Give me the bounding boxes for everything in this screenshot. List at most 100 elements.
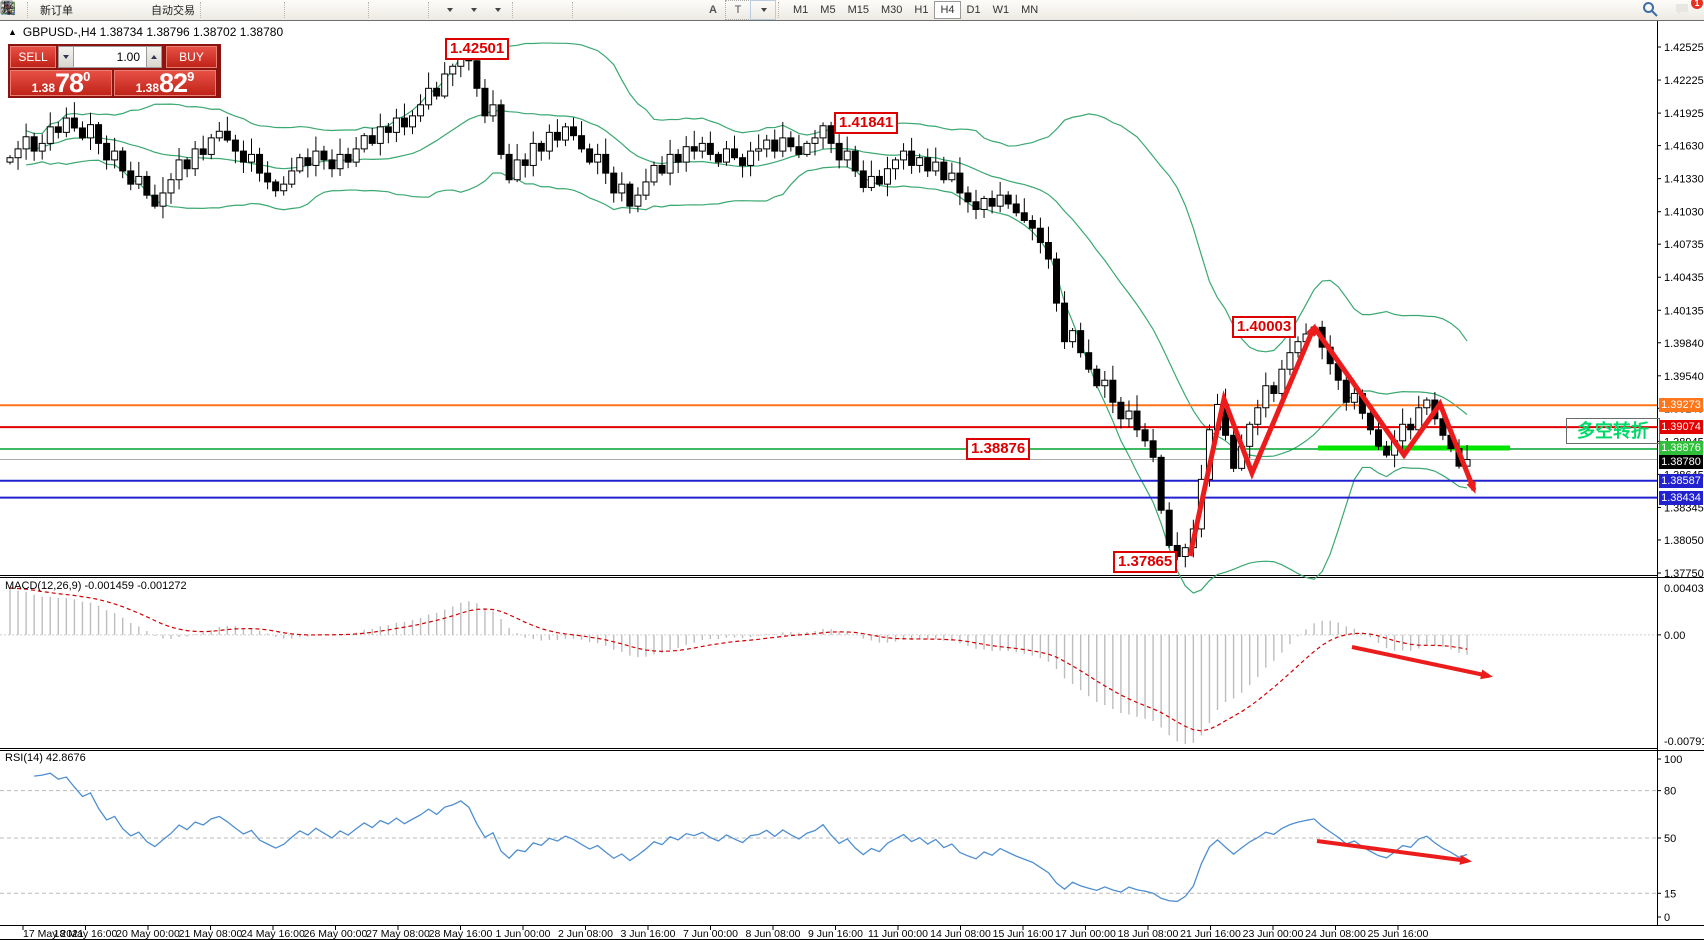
svg-text:18 Jun 08:00: 18 Jun 08:00 — [1118, 928, 1179, 940]
timeframe-m1[interactable]: M1 — [793, 4, 809, 16]
timeframe-m15[interactable]: M15 — [847, 4, 869, 16]
fibonacci-button[interactable]: F — [2, 1, 701, 19]
svg-text:15: 15 — [1664, 888, 1676, 900]
svg-text:8 Jun 08:00: 8 Jun 08:00 — [746, 928, 801, 940]
timeframe-mn[interactable]: MN — [1021, 4, 1039, 16]
volume-decrease-button[interactable] — [58, 46, 74, 68]
timeframe-m5[interactable]: M5 — [820, 4, 836, 16]
notifications-button[interactable]: 1 — [1674, 0, 1703, 19]
timeframe-h4[interactable]: H4 — [934, 1, 961, 19]
signals-button[interactable] — [1, 1, 147, 19]
crosshair-button[interactable] — [1, 1, 569, 19]
buy-price-button[interactable]: 1.38 82 9 — [114, 67, 216, 98]
symbol-ohlc-line: ▲ GBPUSD-,H4 1.38734 1.38796 1.38702 1.3… — [8, 25, 283, 39]
line-chart-button[interactable] — [1, 1, 281, 19]
price-annotation-box[interactable]: 1.37865 — [1113, 551, 1178, 573]
autotrading-label: 自动交易 — [151, 5, 195, 17]
arrows-icon — [3, 3, 13, 13]
svg-text:1.40735: 1.40735 — [1664, 239, 1704, 251]
search-button[interactable] — [1642, 1, 1666, 19]
trend-arrow[interactable] — [1311, 325, 1477, 494]
cursor-button[interactable] — [4, 1, 545, 19]
horizontal-line-button[interactable] — [2, 1, 629, 19]
buy-price-sup: 9 — [187, 68, 195, 84]
svg-text:0.004032: 0.004032 — [1664, 583, 1704, 595]
data-window-button[interactable] — [2, 1, 401, 19]
arrows-button[interactable] — [3, 0, 776, 20]
price-tag-1.38780: 1.38780 — [1659, 455, 1703, 469]
price-tag-1.38876: 1.38876 — [1659, 441, 1703, 455]
zoom-in-button[interactable] — [1, 1, 317, 19]
text-icon: A — [709, 4, 717, 16]
svg-text:15 Jun 16:00: 15 Jun 16:00 — [993, 928, 1054, 940]
candles-chart-button[interactable] — [2, 1, 257, 19]
svg-text:1.41630: 1.41630 — [1664, 141, 1704, 153]
svg-text:20 May 00:00: 20 May 00:00 — [116, 928, 180, 940]
horizontal-level-lines[interactable] — [0, 404, 1657, 499]
timeframe-w1[interactable]: W1 — [992, 4, 1010, 16]
buy-price-big: 82 — [159, 67, 188, 98]
tile-windows-button[interactable] — [1, 1, 365, 19]
timeframe-m30[interactable]: M30 — [880, 4, 903, 16]
metaeditor-button[interactable] — [2, 1, 99, 19]
price-annotation-box[interactable]: 1.41841 — [834, 112, 899, 134]
collapse-marker[interactable]: ▲ — [8, 27, 17, 37]
bars-chart-button[interactable] — [2, 1, 233, 19]
svg-text:1.39540: 1.39540 — [1664, 371, 1704, 383]
svg-text:0.00: 0.00 — [1664, 630, 1685, 642]
trend-arrow[interactable] — [1316, 839, 1472, 865]
trend-arrow[interactable] — [1351, 645, 1493, 680]
price-annotation-box[interactable]: 1.40003 — [1232, 316, 1297, 338]
note-annotation[interactable]: 多空转折 — [1566, 418, 1660, 444]
text-label-button[interactable]: T — [725, 0, 751, 20]
trend-arrow[interactable] — [1187, 323, 1317, 557]
svg-text:1.37750: 1.37750 — [1664, 568, 1704, 580]
add-indicator-button[interactable] — [1, 1, 461, 19]
svg-text:21 Jun 16:00: 21 Jun 16:00 — [1180, 928, 1241, 940]
channel-button[interactable]: E — [1, 1, 677, 19]
svg-text:1.40135: 1.40135 — [1664, 305, 1704, 317]
price-tag-1.38434: 1.38434 — [1659, 491, 1703, 505]
svg-text:24 May 16:00: 24 May 16:00 — [241, 928, 305, 940]
svg-text:28 May 16:00: 28 May 16:00 — [429, 928, 493, 940]
svg-text:80: 80 — [1664, 786, 1676, 798]
sell-price-button[interactable]: 1.38 78 0 — [10, 68, 112, 98]
trendline-button[interactable] — [2, 1, 653, 19]
text-button[interactable]: A — [701, 1, 725, 19]
separator — [284, 2, 290, 18]
dropdown-caret — [471, 8, 477, 12]
svg-text:23 Jun 00:00: 23 Jun 00:00 — [1243, 928, 1304, 940]
indicator-window-button[interactable] — [2, 1, 425, 19]
vertical-line-button[interactable] — [7, 1, 605, 19]
symbol-ohlc-text: GBPUSD-,H4 1.38734 1.38796 1.38702 1.387… — [22, 25, 284, 39]
sell-button[interactable]: SELL — [10, 46, 56, 68]
notification-badge: 1 — [1691, 0, 1703, 9]
svg-text:0: 0 — [1664, 912, 1670, 924]
svg-text:1.42525: 1.42525 — [1664, 42, 1704, 54]
buy-button[interactable]: BUY — [166, 46, 217, 68]
separator — [428, 2, 434, 18]
volume-increase-button[interactable] — [146, 46, 162, 68]
candles-layer — [6, 38, 1471, 568]
price-annotation-box[interactable]: 1.38876 — [966, 438, 1031, 460]
new-order-button[interactable]: 新订单 — [1, 0, 75, 19]
timeframe-h1[interactable]: H1 — [914, 4, 929, 16]
dropdown-caret — [495, 8, 501, 12]
drawn-arrows[interactable] — [1187, 323, 1493, 865]
periods-button[interactable] — [1, 1, 485, 19]
zoom-out-button[interactable] — [1, 1, 341, 19]
svg-text:14 Jun 08:00: 14 Jun 08:00 — [930, 928, 991, 940]
volume-input[interactable] — [74, 46, 146, 68]
price-annotation-box[interactable]: 1.42501 — [445, 38, 510, 60]
templates-button[interactable] — [0, 1, 509, 19]
svg-text:1 Jun 00:00: 1 Jun 00:00 — [496, 928, 551, 940]
new-order-label: 新订单 — [40, 5, 73, 17]
search-icon — [1643, 2, 1658, 17]
autotrading-button[interactable]: 自动交易 — [1, 1, 197, 19]
community-button[interactable] — [0, 1, 123, 19]
separator — [778, 2, 784, 18]
timeframe-d1[interactable]: D1 — [966, 4, 981, 16]
